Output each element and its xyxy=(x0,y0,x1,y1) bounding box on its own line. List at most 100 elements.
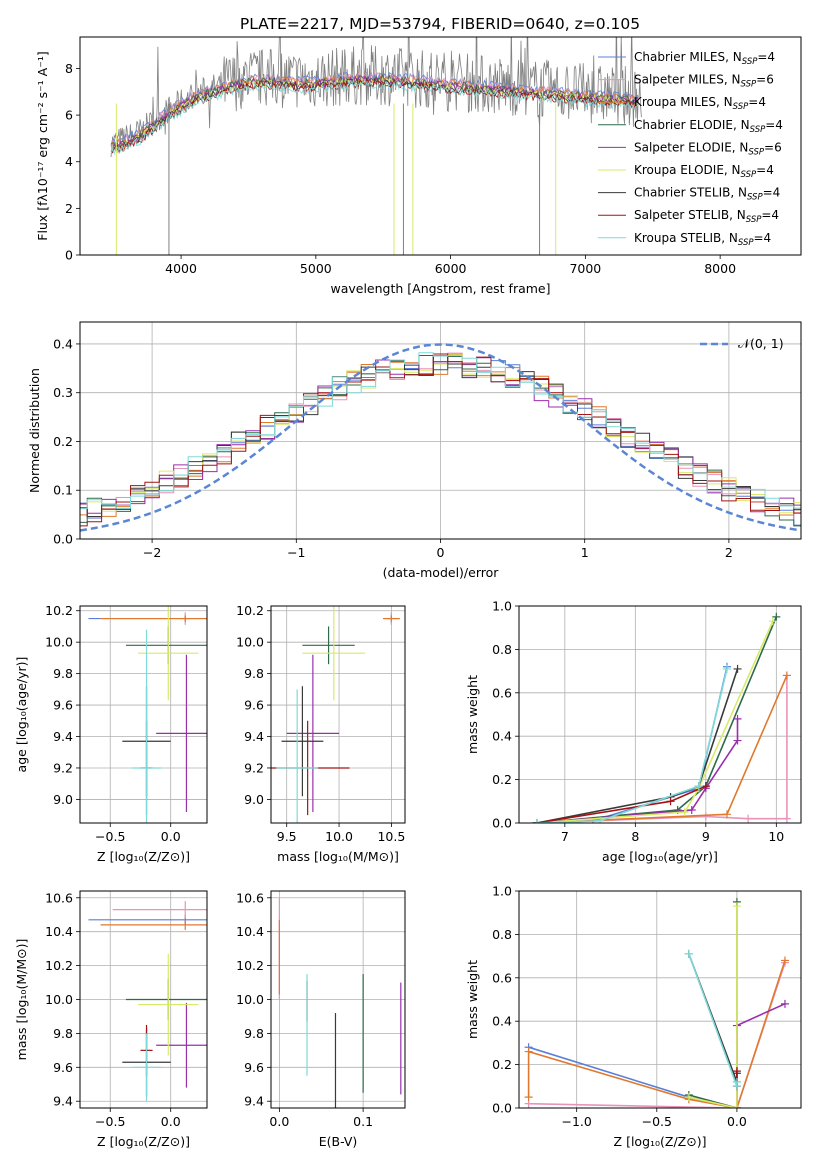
mass-weight-marker-kroupa_stelib xyxy=(722,664,731,673)
x-axis-label: wavelength [Angstrom, rest frame] xyxy=(330,281,550,296)
mass-weight-marker-kroupa_miles xyxy=(524,1047,533,1056)
tick-label-x: 10.0 xyxy=(325,829,353,844)
tick-label-y: 9.8 xyxy=(53,666,73,681)
tick-label-y: 2 xyxy=(65,201,73,216)
plot-area xyxy=(278,897,402,1108)
tick-label-y: 1.0 xyxy=(492,599,512,614)
tick-label-y: 0.6 xyxy=(492,685,512,700)
axis-ticks: −2 −1 0 1 2 0.0 0.1 0.2 0.3 0.4 xyxy=(53,336,733,560)
tick-label-x: 1 xyxy=(581,545,589,560)
mass-weight-line-chabrier_elodie xyxy=(688,901,738,1108)
y-axis-label: Normed distribution xyxy=(27,368,42,493)
plot-frame xyxy=(79,605,208,824)
y-axis-label: mass [log₁₀(M/M⊙)] xyxy=(14,939,29,1061)
tick-label-y: 0.2 xyxy=(53,434,73,449)
mass-weight-marker-salpeter_miles xyxy=(744,814,753,823)
panel-age-vs-mass: 9.5 10.0 10.5 9.0 9.2 9.4 9.6 9.8 10.0 10.2 mass [… xyxy=(236,603,406,864)
model-spectrum-chabrier_elodie xyxy=(110,74,639,150)
model-spectrum-kroupa_miles xyxy=(110,73,639,149)
legend-entry: Chabrier ELODIE, NSSP=4 xyxy=(634,118,783,135)
plot-frame xyxy=(270,605,406,824)
plot-frame xyxy=(79,36,802,256)
tick-label-y: 0.8 xyxy=(492,927,512,942)
tick-label-y: 0.0 xyxy=(492,1101,512,1116)
y-axis-label: age [log₁₀(age/yr)] xyxy=(14,657,29,773)
mass-weight-marker-kroupa_elodie xyxy=(732,902,741,911)
tick-label-y: 10.0 xyxy=(236,635,264,650)
legend: Chabrier MILES, NSSP=4 Salpeter MILES, NS… xyxy=(598,50,783,248)
tick-label-y: 0.4 xyxy=(53,336,73,351)
tick-label-y: 9.2 xyxy=(53,760,73,775)
tick-label-y: 9.6 xyxy=(244,698,264,713)
figure-title: PLATE=2217, MJD=53794, FIBERID=0640, z=0… xyxy=(240,15,640,33)
axis-ticks: 9.5 10.0 10.5 9.0 9.2 9.4 9.6 9.8 10.0 10.2 xyxy=(236,603,405,844)
mass-weight-marker-salpeter_elodie xyxy=(733,736,742,745)
tick-label-x: 0.0 xyxy=(269,1114,289,1129)
plot-area xyxy=(524,897,789,1108)
axis-ticks: 4000 5000 6000 7000 8000 0 2 4 6 8 xyxy=(65,61,736,276)
tick-label-y: 10.2 xyxy=(45,958,73,973)
plot-area xyxy=(80,343,801,532)
mass-weight-marker-salpeter_miles xyxy=(782,814,791,823)
mass-weight-line-chabrier_elodie xyxy=(536,616,778,823)
tick-label-y: 0 xyxy=(65,248,73,263)
tick-label-y: 0.0 xyxy=(53,532,73,547)
mass-weight-marker-salpeter_stelib xyxy=(732,1067,741,1076)
grid-lines xyxy=(519,890,801,1109)
plot-area xyxy=(532,612,791,823)
mass-weight-line-kroupa_elodie xyxy=(688,906,738,1108)
tick-label-y: 9.4 xyxy=(244,1094,264,1109)
tick-label-y: 9.6 xyxy=(244,1060,264,1075)
tick-label-y: 0.4 xyxy=(492,1014,512,1029)
tick-label-x: 0 xyxy=(437,545,445,560)
tick-label-x: 0.0 xyxy=(161,829,181,844)
model-spectrum-chabrier_miles xyxy=(110,71,639,147)
mass-weight-marker-kroupa_elodie xyxy=(680,808,689,817)
mass-weight-marker-salpeter_elodie xyxy=(687,805,696,814)
tick-label-y: 4 xyxy=(65,154,73,169)
mass-weight-marker-kroupa_miles xyxy=(722,810,731,819)
tick-label-y: 0.8 xyxy=(492,642,512,657)
tick-label-y: 10.4 xyxy=(236,924,264,939)
x-axis-label: Z [log₁₀(Z/Z⊙)] xyxy=(97,1134,190,1149)
mass-weight-line-salpeter_elodie xyxy=(736,1003,786,1108)
mass-weight-marker-salpeter_stelib xyxy=(701,782,710,791)
residual-histogram-kroupa_miles xyxy=(80,353,801,517)
grid-lines xyxy=(271,606,405,823)
tick-label-x: 9.5 xyxy=(277,829,297,844)
mass-weight-line-salpeter_miles xyxy=(536,675,788,823)
tick-label-y: 6 xyxy=(65,108,73,123)
tick-label-x: 4000 xyxy=(165,261,197,276)
tick-label-y: 10.2 xyxy=(45,603,73,618)
tick-label-y: 10.2 xyxy=(236,958,264,973)
mass-weight-marker-kroupa_elodie xyxy=(768,617,777,626)
tick-label-y: 9.8 xyxy=(244,1026,264,1041)
plot-area xyxy=(88,606,207,823)
tick-label-y: 0.0 xyxy=(492,816,512,831)
tick-label-y: 9.4 xyxy=(53,1094,73,1109)
tick-label-y: 10.0 xyxy=(236,992,264,1007)
tick-label-x: −2 xyxy=(143,545,161,560)
x-axis-label: age [log₁₀(age/yr)] xyxy=(602,849,718,864)
tick-label-x: 6000 xyxy=(435,261,467,276)
tick-label-x: 10 xyxy=(768,829,784,844)
tick-label-x: 2 xyxy=(725,545,733,560)
tick-label-y: 9.6 xyxy=(53,1060,73,1075)
tick-label-y: 1.0 xyxy=(492,884,512,899)
tick-label-y: 9.0 xyxy=(244,792,264,807)
mass-weight-marker-salpeter_miles xyxy=(701,812,710,821)
mass-weight-line-kroupa_miles xyxy=(536,675,788,823)
tick-label-x: 8 xyxy=(631,829,639,844)
tick-label-x: 10.5 xyxy=(377,829,405,844)
panel-massweight-vs-age: 7 8 9 10 0.0 0.2 0.4 0.6 0.8 1.0 age [log₁₀(age/yr… xyxy=(465,599,802,864)
tick-label-x: −0.5 xyxy=(95,1114,125,1129)
tick-label-x: 7 xyxy=(561,829,569,844)
mass-weight-marker-salpeter_stelib xyxy=(666,797,675,806)
panel-residuals: −2 −1 0 1 2 0.0 0.1 0.2 0.3 0.4 (data-model)/error… xyxy=(27,321,802,580)
mass-weight-marker-kroupa_stelib xyxy=(532,819,541,823)
legend-entry: 𝒩(0, 1) xyxy=(738,336,784,351)
y-axis-label: Flux [fλ10⁻¹⁷ erg cm⁻² s⁻¹ A⁻¹] xyxy=(35,51,50,240)
tick-label-y: 10.0 xyxy=(45,992,73,1007)
tick-label-y: 0.6 xyxy=(492,970,512,985)
